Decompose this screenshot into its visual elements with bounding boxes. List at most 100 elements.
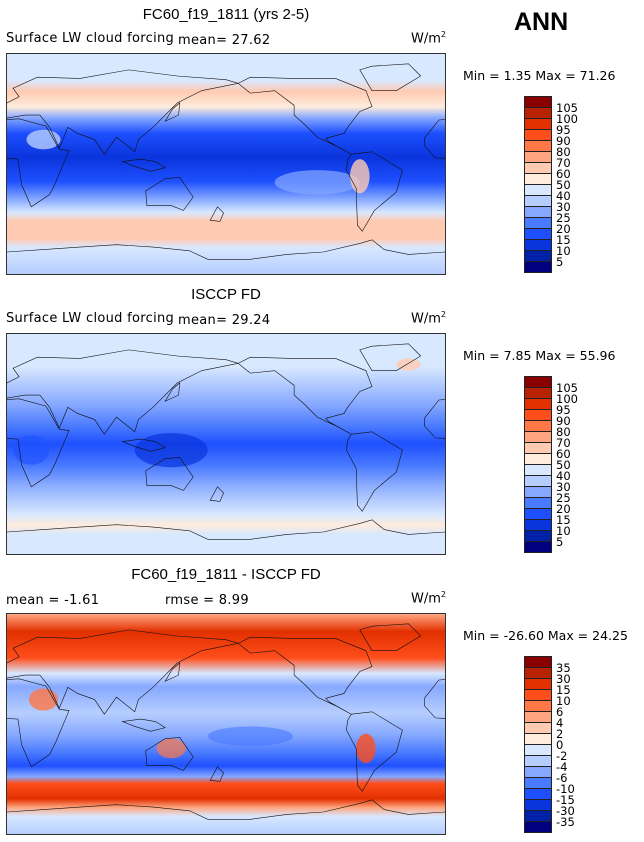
colorbar-swatch: [525, 108, 551, 119]
field-background: [7, 334, 445, 554]
colorbar-tick-label: -35: [556, 815, 575, 829]
panel2-mean: mean= 29.24: [178, 313, 271, 328]
colorbar-tick-label: 30: [556, 200, 571, 214]
colorbar-tick-label: 95: [556, 123, 571, 137]
colorbar-tick-label: 5: [556, 535, 564, 549]
units-text: W/m: [411, 311, 441, 327]
field-blob: [156, 738, 186, 759]
colorbar-swatch: [525, 712, 551, 723]
colorbar-tick-label: 20: [556, 502, 571, 516]
colorbar-swatch: [525, 811, 551, 822]
colorbar-swatch: [525, 778, 551, 789]
colorbar-tick-label: 30: [556, 480, 571, 494]
colorbar-swatch: [525, 207, 551, 218]
colorbar-tick-label: 15: [556, 683, 571, 697]
field-blob: [207, 726, 293, 746]
panel3-minmax: Min = -26.60 Max = 24.25: [463, 628, 628, 643]
colorbar-swatch: [525, 152, 551, 163]
colorbar-tick-label: 90: [556, 414, 571, 428]
colorbar-swatch: [525, 399, 551, 410]
panel2-variable: Surface LW cloud forcing: [6, 311, 175, 326]
colorbar-tick-label: 60: [556, 167, 571, 181]
colorbar-swatch: [525, 734, 551, 745]
colorbar-swatch: [525, 218, 551, 229]
colorbar-swatch: [525, 690, 551, 701]
colorbar-tick-label: -15: [556, 793, 575, 807]
panel2-title: ISCCP FD: [191, 286, 261, 303]
field-background: [7, 54, 445, 274]
panel1-mean: mean= 27.62: [178, 33, 271, 48]
colorbar-swatch: [525, 240, 551, 251]
colorbar-swatch: [525, 542, 551, 552]
colorbar-tick-label: -4: [556, 760, 568, 774]
colorbar-tick-label: 0: [556, 738, 564, 752]
colorbar-swatch: [525, 97, 551, 108]
colorbar-tick-label: 105: [556, 101, 578, 115]
colorbar-swatch: [525, 130, 551, 141]
panel1-contour-map: [7, 54, 445, 274]
units-exponent: 2: [440, 30, 446, 39]
panel3-title: FC60_f19_1811 - ISCCP FD: [131, 566, 321, 583]
panel1-variable: Surface LW cloud forcing: [6, 31, 175, 46]
colorbar-tick-label: 40: [556, 469, 571, 483]
colorbar-swatch: [525, 800, 551, 811]
colorbar-tick-label: 15: [556, 233, 571, 247]
colorbar-tick-label: -6: [556, 771, 568, 785]
colorbar-swatch: [525, 174, 551, 185]
colorbar-swatch: [525, 454, 551, 465]
colorbar-tick-label: 70: [556, 436, 571, 450]
colorbar-swatch: [525, 465, 551, 476]
colorbar-tick-label: 10: [556, 524, 571, 538]
panel2-units: W/m2: [411, 310, 446, 326]
colorbar-tick-label: 10: [556, 244, 571, 258]
colorbar-tick-label: 100: [556, 392, 578, 406]
colorbar-swatch: [525, 756, 551, 767]
colorbar-tick-label: -30: [556, 804, 575, 818]
colorbar-swatch: [525, 443, 551, 454]
panel2-minmax: Min = 7.85 Max = 55.96: [463, 348, 616, 363]
field-blob: [134, 433, 208, 468]
colorbar-tick-label: 2: [556, 727, 564, 741]
colorbar-swatch: [525, 520, 551, 531]
panel3-map: [6, 613, 446, 835]
panel1-units: W/m2: [411, 30, 446, 46]
panel2-contour-map: [7, 334, 445, 554]
panel1-colorbar-labels: 105 100 95 90 80 70 60 50 40 30 25 20 15 10 5: [556, 101, 616, 273]
panel2-colorbar-labels: 105 100 95 90 80 70 60 50 40 30 25 20 15 10 5: [556, 382, 616, 553]
colorbar-tick-label: 90: [556, 134, 571, 148]
colorbar-swatch: [525, 410, 551, 421]
colorbar-swatch: [525, 432, 551, 443]
panel1-title: FC60_f19_1811 (yrs 2-5): [142, 6, 310, 23]
colorbar-tick-label: 20: [556, 222, 571, 236]
panel1-minmax: Min = 1.35 Max = 71.26: [463, 68, 616, 83]
colorbar-swatch: [525, 789, 551, 800]
colorbar-swatch: [525, 767, 551, 778]
colorbar-swatch: [525, 668, 551, 679]
season-label: ANN: [514, 8, 569, 36]
colorbar-tick-label: -10: [556, 782, 575, 796]
colorbar-tick-label: 80: [556, 145, 571, 159]
panel1-map: [6, 53, 446, 275]
colorbar-tick-label: 50: [556, 178, 571, 192]
colorbar-swatch: [525, 487, 551, 498]
colorbar-tick-label: 95: [556, 403, 571, 417]
colorbar-swatch: [525, 745, 551, 756]
field-blob: [274, 170, 360, 195]
colorbar-tick-label: 35: [556, 661, 571, 675]
colorbar-swatch: [525, 679, 551, 690]
field-blob: [396, 358, 421, 371]
colorbar-swatch: [525, 822, 551, 832]
colorbar-swatch: [525, 262, 551, 272]
panel3-colorbar-labels: 35 30 15 10 6 4 2 0 -2 -4 -6 -10 -15 -30 -35: [556, 661, 616, 833]
colorbar-tick-label: 30: [556, 672, 571, 686]
colorbar-tick-label: 40: [556, 189, 571, 203]
panel1-colorbar: [524, 96, 552, 273]
colorbar-swatch: [525, 657, 551, 668]
colorbar-tick-label: 80: [556, 425, 571, 439]
panel3-contour-map: [7, 614, 445, 834]
colorbar-swatch: [525, 196, 551, 207]
colorbar-tick-label: -2: [556, 749, 568, 763]
colorbar-tick-label: 60: [556, 447, 571, 461]
colorbar-swatch: [525, 377, 551, 388]
colorbar-tick-label: 25: [556, 211, 571, 225]
